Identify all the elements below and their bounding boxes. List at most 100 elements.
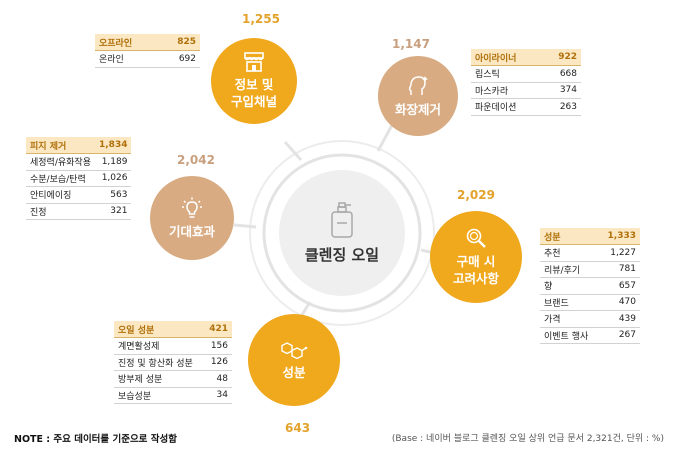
table-cell: 파운데이션 (471, 98, 543, 116)
table-cell: 마스카라 (471, 82, 543, 99)
table-row: 오프라인 825 (95, 34, 200, 51)
table-row: 브랜드 470 (540, 294, 640, 311)
table-cell: 세정력/유화작용 (26, 153, 95, 171)
table-row: 진정 및 항산화 성분 126 (114, 354, 232, 371)
makeup-count: 1,147 (392, 37, 430, 51)
table-cell: 피지 제거 (26, 137, 95, 154)
table-row: 가격 439 (540, 310, 640, 328)
purchase-table: 성분 1,333 추천 1,227 리뷰/후기 781 향 657 브랜드 470 가격 4… (540, 228, 640, 344)
footer-note: NOTE : 주요 데이터를 기준으로 작성함 (14, 434, 177, 445)
table-row: 보습성분 34 (114, 387, 232, 404)
expect-table: 피지 제거 1,834 세정력/유화작용 1,189 수분/보습/탄력 1,026 안… (26, 137, 132, 220)
store-icon (244, 52, 264, 72)
purchase-circle: 구매 시 고려사항 (430, 211, 522, 303)
table-cell: 이벤트 행사 (540, 327, 599, 344)
table-row: 이벤트 행사 267 (540, 327, 640, 344)
table-cell: 안티에이징 (26, 186, 95, 204)
expect-count: 2,042 (177, 153, 215, 167)
magnifier-icon (466, 228, 486, 248)
table-cell: 657 (598, 277, 640, 295)
table-cell: 1,834 (95, 137, 132, 154)
table-row: 피지 제거 1,834 (26, 137, 132, 154)
purchase-label: 구매 시 고려사항 (452, 254, 499, 286)
inner-ring (262, 153, 422, 313)
table-row: 추천 1,227 (540, 244, 640, 262)
makeup-circle: 화장제거 (378, 56, 458, 136)
table-cell: 방부제 성분 (114, 370, 204, 388)
footer-base: (Base : 네이버 블로그 클렌징 오일 상위 언급 문서 2,321건, … (391, 434, 664, 444)
table-cell: 421 (203, 321, 232, 338)
ingredient-count: 643 (285, 421, 311, 435)
table-cell: 계면활성제 (114, 337, 204, 355)
table-cell: 156 (203, 337, 232, 355)
face-sparkle-icon (408, 75, 428, 95)
table-cell: 가격 (540, 310, 599, 328)
table-row: 수분/보습/탄력 1,026 (26, 170, 132, 187)
center-title: 클렌징 오일 (304, 245, 380, 264)
table-cell: 321 (95, 203, 132, 220)
table-row: 온라인 692 (95, 50, 200, 68)
table-row: 리뷰/후기 781 (540, 261, 640, 278)
table-row: 오일 성분 421 (114, 321, 232, 338)
spoke-info (283, 141, 303, 161)
table-cell: 오프라인 (95, 34, 159, 51)
bottle-icon (331, 201, 353, 238)
spoke-expect (233, 223, 257, 229)
table-cell: 향 (540, 277, 599, 295)
table-row: 진정 321 (26, 203, 132, 220)
table-cell: 692 (158, 50, 200, 68)
table-cell: 브랜드 (540, 294, 599, 311)
table-cell: 48 (203, 370, 232, 388)
table-cell: 825 (158, 34, 200, 51)
table-cell: 오일 성분 (114, 321, 204, 338)
table-cell: 립스틱 (471, 65, 543, 83)
table-cell: 34 (203, 387, 232, 404)
expect-label: 기대효과 (168, 223, 215, 239)
table-cell: 439 (598, 310, 640, 328)
table-cell: 1,026 (95, 170, 132, 187)
table-row: 아이라이너 922 (471, 49, 581, 66)
ingredient-label: 성분 (282, 364, 306, 380)
table-cell: 리뷰/후기 (540, 261, 599, 278)
table-cell: 수분/보습/탄력 (26, 170, 95, 187)
table-cell: 470 (598, 294, 640, 311)
table-cell: 563 (95, 186, 132, 204)
table-row: 립스틱 668 (471, 65, 581, 83)
table-cell: 267 (598, 327, 640, 344)
table-cell: 성분 (540, 228, 599, 245)
outer-ring (249, 140, 435, 326)
purchase-count: 2,029 (457, 188, 495, 202)
center-circle: 클렌징 오일 (279, 170, 405, 296)
table-cell: 아이라이너 (471, 49, 543, 66)
info-circle: 정보 및 구입채널 (211, 38, 297, 124)
ingredient-table: 오일 성분 421 계면활성제 156 진정 및 항산화 성분 126 방부제 성분 4… (114, 321, 232, 404)
table-cell: 374 (542, 82, 581, 99)
table-row: 파운데이션 263 (471, 98, 581, 116)
table-row: 세정력/유화작용 1,189 (26, 153, 132, 171)
table-cell: 1,189 (95, 153, 132, 171)
lightbulb-icon (182, 197, 202, 218)
table-row: 마스카라 374 (471, 82, 581, 99)
expect-circle: 기대효과 (150, 176, 234, 260)
table-cell: 781 (598, 261, 640, 278)
makeup-table: 아이라이너 922 립스틱 668 마스카라 374 파운데이션 263 (471, 49, 581, 116)
ingredient-circle: 성분 (248, 314, 340, 406)
info-table: 오프라인 825 온라인 692 (95, 34, 200, 68)
table-cell: 보습성분 (114, 387, 204, 404)
table-cell: 온라인 (95, 50, 159, 68)
table-cell: 263 (542, 98, 581, 116)
table-row: 안티에이징 563 (26, 186, 132, 204)
molecule-icon (281, 341, 308, 359)
info-count: 1,255 (242, 12, 280, 26)
table-cell: 1,333 (598, 228, 640, 245)
table-row: 방부제 성분 48 (114, 370, 232, 388)
table-cell: 668 (542, 65, 581, 83)
table-cell: 1,227 (598, 244, 640, 262)
table-cell: 922 (542, 49, 581, 66)
makeup-label: 화장제거 (394, 101, 441, 117)
table-cell: 126 (203, 354, 232, 371)
table-cell: 추천 (540, 244, 599, 262)
table-cell: 진정 (26, 203, 95, 220)
